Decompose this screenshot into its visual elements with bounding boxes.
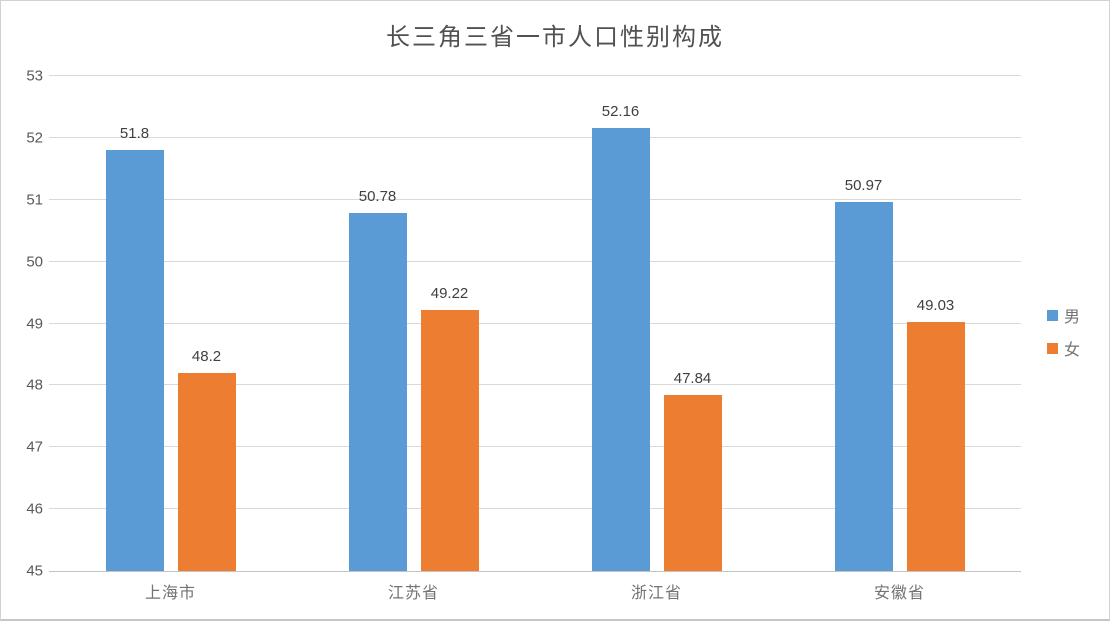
- gridline: [49, 260, 1021, 262]
- y-axis-tick-label: 48: [26, 376, 43, 394]
- chart-title: 长三角三省一市人口性别构成: [386, 25, 724, 51]
- data-label: 49.03: [916, 296, 955, 314]
- legend-label: 女: [1064, 342, 1081, 359]
- bar-女-浙江省: [663, 395, 722, 571]
- gridline: [49, 508, 1021, 510]
- y-axis-tick-label: 46: [26, 500, 43, 518]
- gridline: [49, 75, 1021, 76]
- bar-男-上海市: [105, 150, 164, 571]
- gridline: [49, 446, 1021, 448]
- gridline: [49, 136, 1021, 138]
- data-label: 52.16: [601, 102, 640, 120]
- x-axis-line: [49, 571, 1021, 572]
- data-label: 47.84: [673, 370, 712, 388]
- legend-item-女: 女: [1047, 336, 1080, 360]
- legend: 男女: [1047, 303, 1080, 369]
- data-label: 50.78: [358, 188, 397, 206]
- legend-swatch-icon: [1047, 342, 1058, 354]
- bar-男-浙江省: [591, 127, 650, 571]
- bar-男-江苏省: [348, 213, 407, 571]
- y-axis-tick-label: 45: [26, 562, 43, 580]
- legend-item-男: 男: [1047, 303, 1080, 327]
- data-label: 49.22: [430, 284, 469, 302]
- category-label: 浙江省: [630, 585, 683, 602]
- category-label: 安徽省: [873, 585, 926, 602]
- y-axis-tick-label: 47: [26, 438, 43, 456]
- bar-女-上海市: [177, 373, 236, 571]
- bar-女-安徽省: [906, 321, 965, 571]
- y-axis-tick-label: 52: [26, 129, 43, 147]
- gridline: [49, 322, 1021, 324]
- y-axis-tick-label: 53: [26, 67, 43, 85]
- category-label: 江苏省: [387, 585, 440, 602]
- plot-area: 45 46 47 48 49 50 51 52 53 51.8 48.2 50.78 49.22 52.1…: [26, 68, 1021, 580]
- legend-label: 男: [1064, 309, 1081, 326]
- bar-女-江苏省: [420, 309, 479, 571]
- data-label: 50.97: [844, 176, 883, 194]
- y-axis-tick-label: 51: [26, 191, 43, 209]
- y-axis-tick-label: 49: [26, 315, 43, 332]
- gridline: [49, 198, 1021, 200]
- legend-swatch-icon: [1047, 309, 1058, 321]
- bar-男-安徽省: [834, 201, 893, 571]
- data-label: 51.8: [119, 125, 150, 143]
- gridline: [49, 384, 1021, 386]
- category-label: 上海市: [144, 585, 197, 602]
- y-axis-tick-label: 50: [26, 253, 43, 271]
- data-label: 48.2: [191, 348, 222, 365]
